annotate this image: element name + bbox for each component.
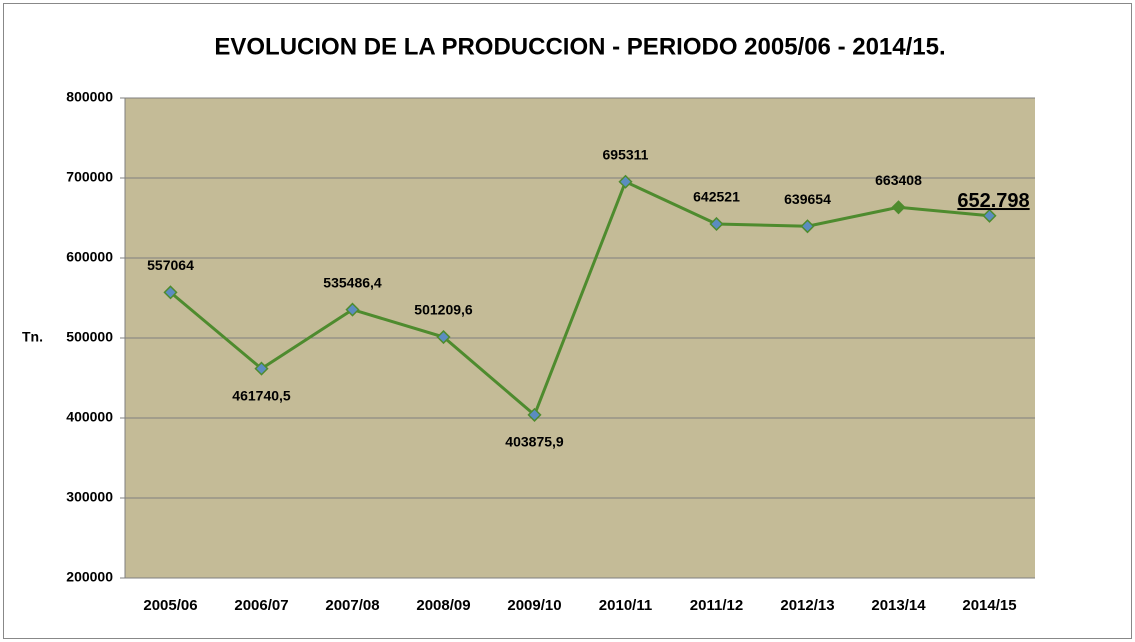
x-tick-label: 2013/14 bbox=[871, 597, 926, 614]
data-marker bbox=[436, 329, 451, 345]
x-tick-label: 2006/07 bbox=[234, 597, 288, 614]
x-tick-label: 2009/10 bbox=[507, 597, 561, 614]
y-axis-label: Tn. bbox=[22, 329, 43, 345]
y-tick-label: 600000 bbox=[66, 249, 113, 265]
data-marker bbox=[982, 208, 997, 223]
y-tick-label: 500000 bbox=[66, 329, 113, 345]
data-label: 652.798 bbox=[957, 190, 1029, 212]
x-tick-label: 2005/06 bbox=[143, 597, 197, 614]
y-tick-label: 800000 bbox=[66, 89, 113, 105]
data-label: 639654 bbox=[784, 191, 831, 207]
data-marker bbox=[345, 302, 360, 317]
x-tick-label: 2011/12 bbox=[690, 597, 743, 614]
series-line bbox=[169, 179, 990, 418]
data-label: 642521 bbox=[693, 189, 740, 205]
data-label: 535486,4 bbox=[323, 274, 382, 290]
x-tick-label: 2008/09 bbox=[416, 597, 470, 614]
data-marker bbox=[709, 216, 724, 232]
y-tick-label: 700000 bbox=[66, 169, 113, 185]
y-tick-label: 400000 bbox=[66, 409, 113, 425]
data-marker bbox=[527, 407, 542, 422]
data-label: 695311 bbox=[603, 146, 649, 162]
data-marker bbox=[891, 200, 906, 215]
data-marker bbox=[254, 361, 269, 376]
x-tick-label: 2010/11 bbox=[599, 597, 652, 614]
y-tick-label: 300000 bbox=[66, 489, 113, 505]
data-marker bbox=[800, 219, 815, 234]
chart-title: EVOLUCION DE LA PRODUCCION - PERIODO 200… bbox=[214, 33, 945, 60]
y-tick-label: 200000 bbox=[66, 569, 113, 585]
data-label: 403875,9 bbox=[505, 434, 564, 450]
x-tick-label: 2007/08 bbox=[325, 597, 379, 614]
data-label: 663408 bbox=[875, 172, 922, 188]
data-marker bbox=[618, 174, 633, 189]
data-marker bbox=[163, 285, 178, 300]
data-label: 501209,6 bbox=[414, 302, 473, 318]
data-label: 461740,5 bbox=[232, 387, 291, 403]
x-tick-label: 2012/13 bbox=[780, 597, 834, 614]
x-tick-label: 2014/15 bbox=[962, 597, 1016, 614]
data-label: 557064 bbox=[147, 257, 194, 273]
